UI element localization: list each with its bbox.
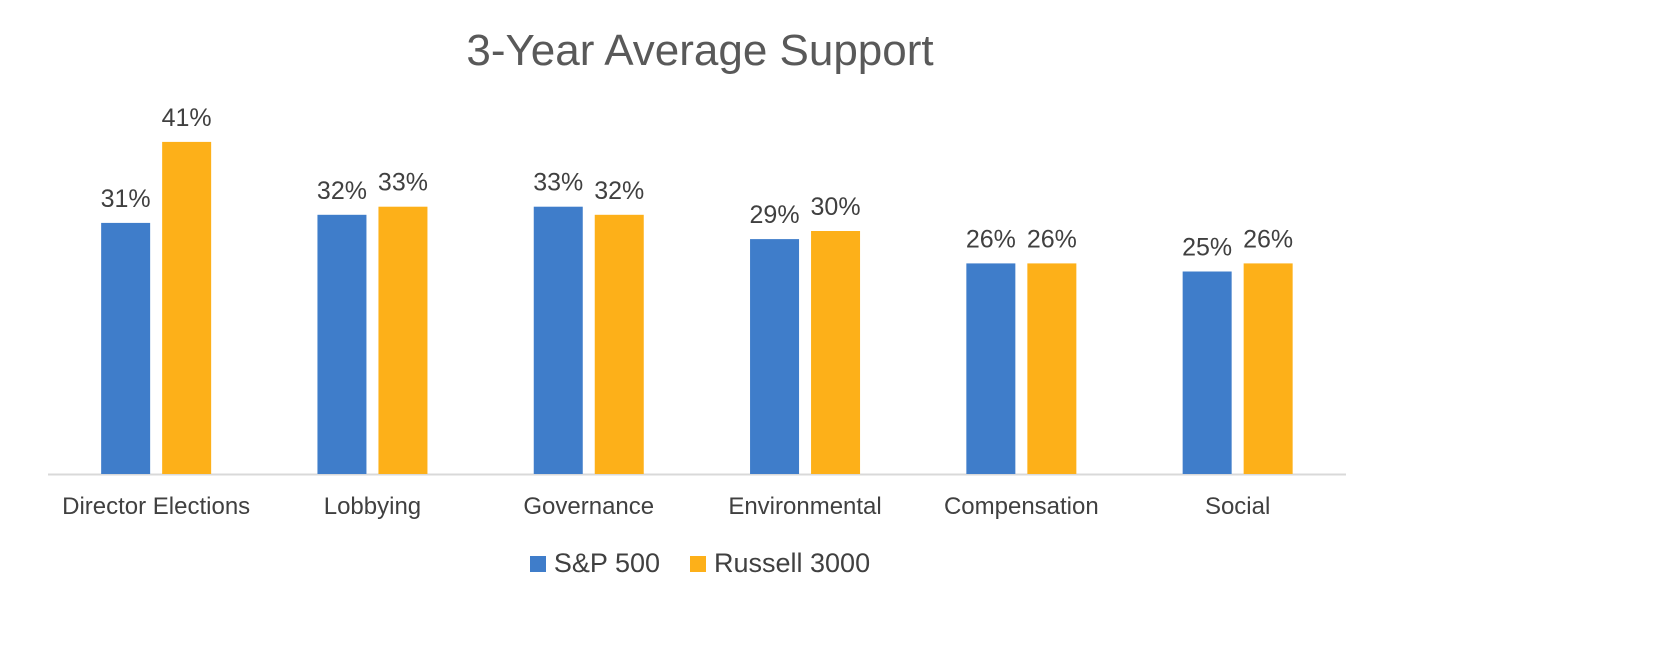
data-label-sp500-3: 29% xyxy=(750,201,800,229)
legend-item-sp500: S&P 500 xyxy=(529,548,660,579)
legend-label-sp500: S&P 500 xyxy=(553,548,660,578)
bar-sp500-0 xyxy=(101,222,151,474)
x-tick-label-3: Environmental xyxy=(728,493,881,520)
data-label-sp500-2: 33% xyxy=(533,169,583,197)
bar-russell3000-4 xyxy=(1027,263,1077,474)
data-label-sp500-5: 25% xyxy=(1182,234,1232,262)
data-label-russell3000-5: 26% xyxy=(1243,225,1293,253)
data-label-russell3000-2: 32% xyxy=(594,177,644,205)
bar-sp500-5 xyxy=(1182,271,1232,474)
x-tick-label-1: Lobbying xyxy=(324,493,421,520)
x-tick-label-4: Compensation xyxy=(944,493,1099,520)
legend-swatch-russell3000 xyxy=(690,555,706,572)
bar-russell3000-5 xyxy=(1243,263,1293,474)
legend-label-russell3000: Russell 3000 xyxy=(714,548,871,578)
data-label-sp500-1: 32% xyxy=(317,177,367,205)
data-label-russell3000-1: 33% xyxy=(378,169,428,197)
data-label-russell3000-3: 30% xyxy=(811,193,861,221)
bar-russell3000-0 xyxy=(162,141,212,474)
bar-sp500-4 xyxy=(966,263,1016,474)
bar-sp500-2 xyxy=(533,206,583,474)
x-tick-label-2: Governance xyxy=(523,493,654,520)
x-tick-label-0: Director Elections xyxy=(62,493,250,520)
legend-swatch-sp500 xyxy=(529,555,546,572)
x-tick-label-5: Social xyxy=(1205,493,1270,520)
bar-russell3000-1 xyxy=(378,206,428,474)
legend: S&P 500 Russell 3000 xyxy=(0,548,1400,579)
data-label-sp500-4: 26% xyxy=(966,225,1016,253)
bar-sp500-3 xyxy=(750,239,800,474)
bar-sp500-1 xyxy=(317,214,367,475)
data-label-russell3000-4: 26% xyxy=(1027,225,1077,253)
chart-title: 3-Year Average Support xyxy=(466,26,934,75)
bar-russell3000-2 xyxy=(594,214,644,475)
data-label-sp500-0: 31% xyxy=(101,185,151,213)
data-label-russell3000-0: 41% xyxy=(162,104,212,132)
legend-item-russell3000: Russell 3000 xyxy=(690,548,870,579)
bar-russell3000-3 xyxy=(811,231,861,474)
